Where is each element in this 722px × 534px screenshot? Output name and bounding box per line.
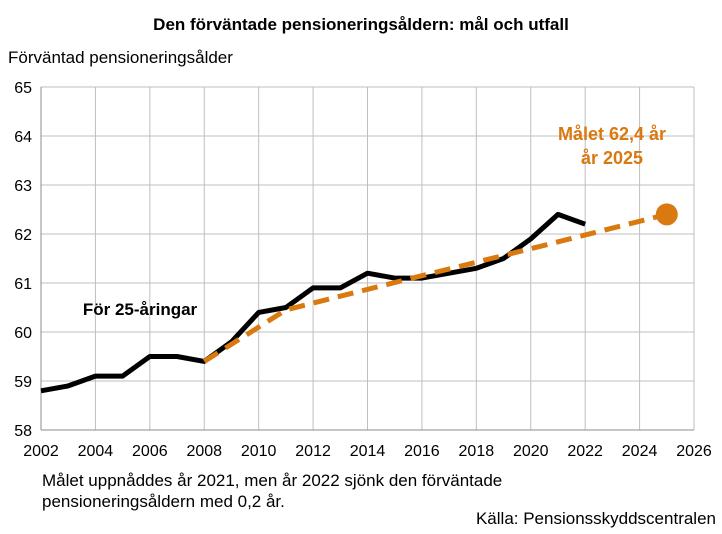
target-series-line xyxy=(202,211,668,364)
x-tick-labels: 2002 2004 2006 2008 2010 2012 2014 2016 2018 2020… xyxy=(23,443,712,460)
y-tick-label: 60 xyxy=(14,325,32,342)
gridlines xyxy=(40,86,695,431)
source-credit: Källa: Pensionsskyddscentralen xyxy=(475,509,716,528)
target-point-marker xyxy=(655,203,678,226)
target-annotation-line2: år 2025 xyxy=(581,148,643,168)
line-chart: Den förväntade pensioneringsåldern: mål … xyxy=(8,15,712,460)
y-tick-label: 63 xyxy=(14,178,32,195)
x-tick-label: 2004 xyxy=(78,443,114,460)
x-tick-label: 2018 xyxy=(459,443,495,460)
series-lines xyxy=(40,203,678,394)
chart-title: Den förväntade pensioneringsåldern: mål … xyxy=(153,15,569,34)
y-tick-label: 61 xyxy=(14,276,32,293)
x-tick-label: 2020 xyxy=(513,443,549,460)
outcome-annotation: För 25-åringar xyxy=(83,300,198,319)
footnote: Målet uppnåddes år 2021, men år 2022 sjö… xyxy=(42,471,503,511)
x-tick-label: 2022 xyxy=(567,443,603,460)
x-tick-label: 2014 xyxy=(350,443,386,460)
x-tick-label: 2012 xyxy=(295,443,331,460)
y-tick-label: 65 xyxy=(14,80,32,97)
y-tick-labels: 58 59 60 61 62 63 64 65 xyxy=(14,80,32,440)
x-tick-label: 2026 xyxy=(676,443,712,460)
y-tick-label: 64 xyxy=(14,129,32,146)
x-tick-label: 2002 xyxy=(23,443,59,460)
x-tick-label: 2010 xyxy=(241,443,277,460)
target-annotation-line1: Målet 62,4 år xyxy=(558,124,666,144)
y-tick-label: 62 xyxy=(14,227,32,244)
x-tick-label: 2024 xyxy=(622,443,658,460)
y-tick-label: 58 xyxy=(14,423,32,440)
axes xyxy=(40,87,694,431)
x-tick-label: 2016 xyxy=(404,443,440,460)
x-tick-label: 2008 xyxy=(186,443,222,460)
outcome-series-line xyxy=(40,211,587,394)
x-tick-label: 2006 xyxy=(132,443,168,460)
y-axis-label: Förväntad pensioneringsålder xyxy=(8,48,233,67)
y-tick-label: 59 xyxy=(14,374,32,391)
